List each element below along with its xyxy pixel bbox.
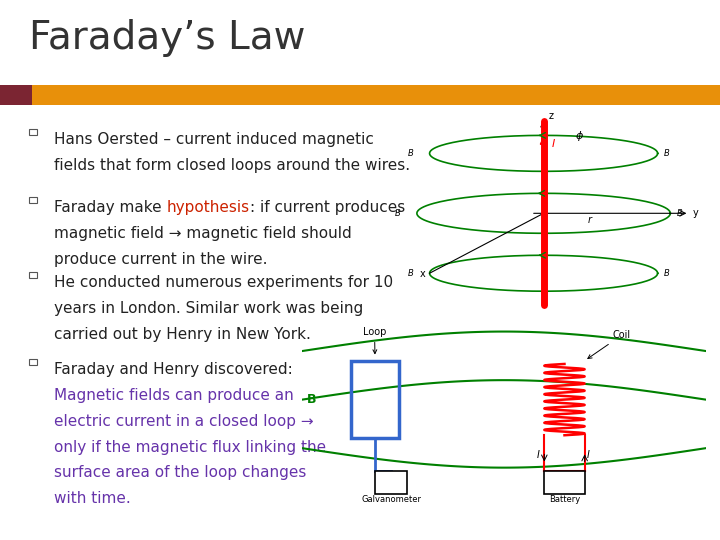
Text: B: B (677, 209, 683, 218)
Bar (29, 359, 37, 365)
Text: B: B (307, 393, 316, 406)
Text: years in London. Similar work was being: years in London. Similar work was being (54, 301, 364, 316)
Bar (29, 272, 37, 279)
Text: : if current produces: : if current produces (250, 200, 405, 215)
Text: Galvanometer: Galvanometer (361, 495, 421, 504)
Text: produce current in the wire.: produce current in the wire. (54, 252, 268, 267)
Text: r: r (588, 215, 592, 225)
Text: Battery: Battery (549, 495, 580, 504)
Text: magnetic field → magnetic field should: magnetic field → magnetic field should (54, 226, 352, 241)
Text: $\phi$: $\phi$ (575, 130, 584, 144)
Text: fields that form closed loops around the wires.: fields that form closed loops around the… (54, 158, 410, 173)
Text: I: I (536, 450, 539, 460)
Text: carried out by Henry in New York.: carried out by Henry in New York. (54, 327, 311, 342)
Bar (375, 471, 408, 494)
Text: y: y (693, 208, 698, 218)
Text: x: x (420, 269, 426, 279)
Text: surface area of the loop changes: surface area of the loop changes (54, 465, 307, 481)
Text: B: B (408, 149, 413, 158)
Text: B: B (664, 149, 670, 158)
Text: Coil: Coil (588, 330, 631, 359)
Text: hypothesis: hypothesis (166, 200, 250, 215)
Text: z: z (549, 111, 554, 122)
Bar (351, 361, 399, 438)
Text: Loop: Loop (363, 327, 386, 354)
Text: B: B (395, 209, 400, 218)
Text: +: + (569, 475, 580, 489)
Text: I: I (552, 139, 554, 150)
Text: Faraday make: Faraday make (54, 200, 166, 215)
Text: I: I (587, 450, 590, 460)
Text: Faraday and Henry discovered:: Faraday and Henry discovered: (54, 362, 293, 377)
Text: electric current in a closed loop →: electric current in a closed loop → (54, 414, 314, 429)
Bar (544, 471, 585, 494)
Text: B: B (408, 269, 413, 278)
Bar (29, 197, 37, 202)
Text: with time.: with time. (54, 491, 131, 507)
Text: Faraday’s Law: Faraday’s Law (29, 19, 305, 57)
Bar (0, 85, 32, 105)
Text: only if the magnetic flux linking the: only if the magnetic flux linking the (54, 440, 326, 455)
Text: Magnetic fields can produce an: Magnetic fields can produce an (54, 388, 294, 403)
Text: He conducted numerous experiments for 10: He conducted numerous experiments for 10 (54, 275, 393, 291)
Text: -: - (552, 475, 557, 489)
Bar (32, 85, 720, 105)
Text: Hans Oersted – current induced magnetic: Hans Oersted – current induced magnetic (54, 132, 374, 147)
Text: B: B (664, 269, 670, 278)
Bar (29, 129, 37, 135)
